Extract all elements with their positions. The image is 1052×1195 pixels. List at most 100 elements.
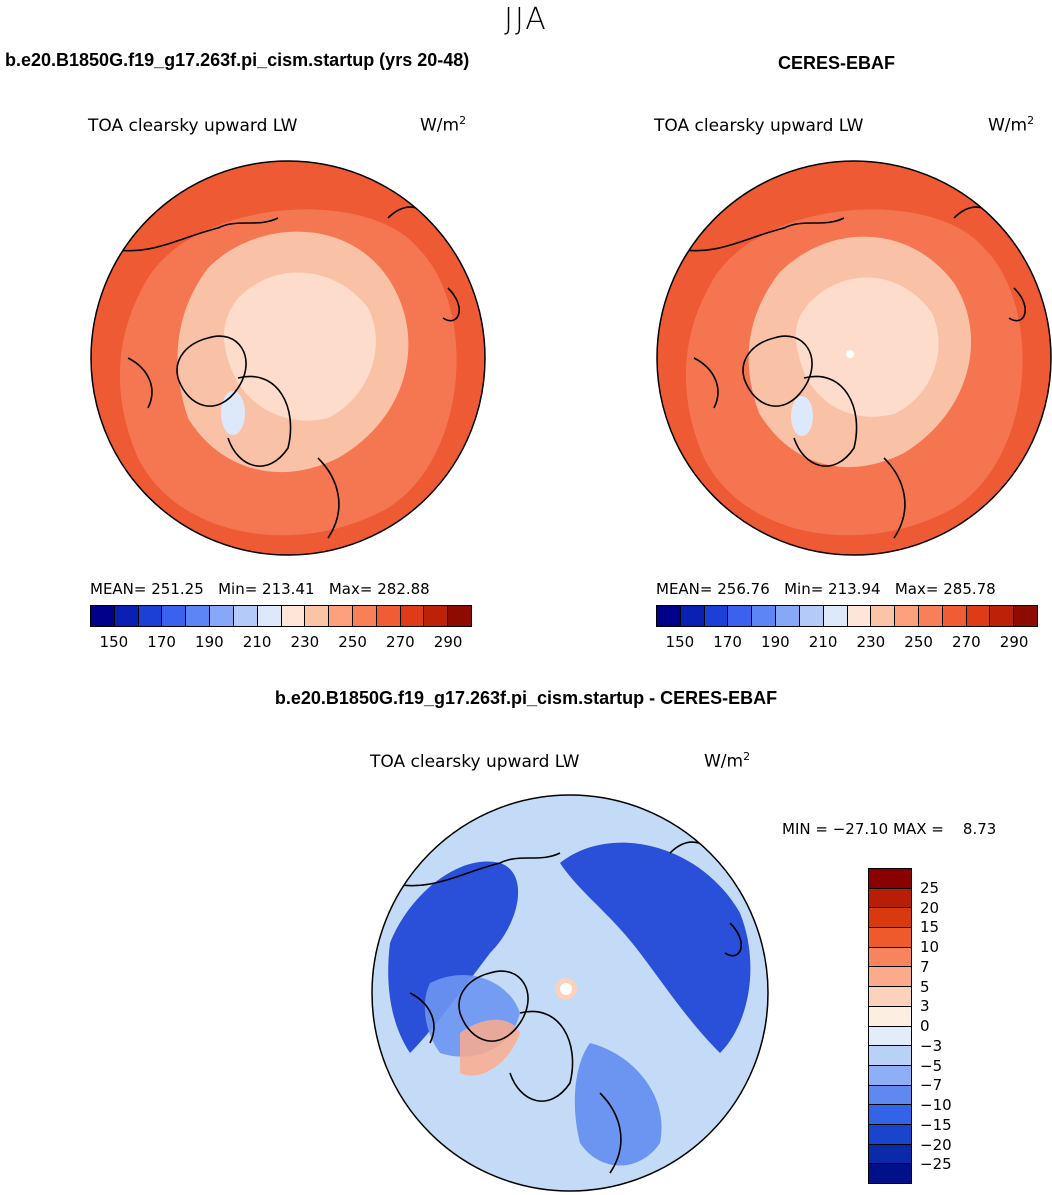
- panel1-polar-map: [90, 160, 486, 556]
- panel1-colorbar-box: [91, 606, 115, 626]
- panel2-colorbar-box: [1014, 606, 1037, 626]
- panel3-colorbar-tick-label: −15: [920, 1115, 952, 1134]
- panel3-pole-gap: [560, 983, 572, 995]
- panel3-max-label: MAX =: [893, 820, 944, 838]
- panel3-colorbar-box: [869, 1164, 911, 1183]
- panel2-colorbar-box: [728, 606, 753, 626]
- panel1-colorbar-box: [210, 606, 234, 626]
- panel3-colorbar: [868, 868, 912, 1184]
- panel2-units-exp: 2: [1027, 114, 1035, 127]
- panel2-colorbar-box: [918, 606, 943, 626]
- panel3-colorbar-box: [869, 947, 911, 968]
- panel3-colorbar-tick-label: 20: [920, 898, 940, 917]
- panel2-colorbar-box: [966, 606, 991, 626]
- panel2-colorbar-tick-label: 290: [999, 633, 1029, 651]
- panel3-colorbar-tick-label: −25: [920, 1155, 952, 1174]
- panel1-units: W/m2: [420, 114, 466, 136]
- panel2-min: 213.94: [828, 580, 881, 598]
- panel2-colorbar: [656, 605, 1038, 627]
- panel1-colorbar-tick-label: 250: [338, 633, 367, 651]
- panel2-map-border: [656, 160, 1052, 556]
- panel1-colorbar-box: [329, 606, 353, 626]
- panel1-variable: TOA clearsky upward LW: [88, 116, 298, 136]
- panel3-colorbar-box: [869, 1046, 911, 1066]
- panel1-colorbar: [90, 605, 472, 627]
- panel2-colorbar-box: [752, 606, 777, 626]
- panel1-colorbar-box: [400, 606, 425, 626]
- panel3-colorbar-box: [869, 987, 911, 1007]
- panel1-colorbar-box: [352, 606, 377, 626]
- panel3-map-border: [371, 794, 769, 1192]
- panel2-colorbar-box: [942, 606, 967, 626]
- panel2-colorbar-tick-label: 170: [713, 633, 742, 651]
- panel3-field-warm-greenland: [460, 1019, 520, 1076]
- panel1-stats: MEAN= 251.25 Min= 213.41 Max= 282.88: [90, 580, 430, 598]
- panel3-units-base: W/m: [704, 751, 744, 772]
- panel1-mean-label: MEAN=: [90, 580, 147, 598]
- panel2-field-core: [795, 277, 939, 417]
- panel1-colorbar-box: [257, 606, 282, 626]
- panel3-colorbar-box: [869, 1026, 911, 1047]
- panel2-units: W/m2: [988, 114, 1034, 136]
- panel3-colorbar-box: [869, 908, 911, 929]
- panel2-colorbar-tick-label: 150: [665, 633, 695, 651]
- panel3-colorbar-tick-label: 25: [920, 878, 940, 897]
- panel2-stats: MEAN= 256.76 Min= 213.94 Max= 285.78: [656, 580, 996, 598]
- panel3-colorbar-box: [869, 1144, 911, 1165]
- panel2-colorbar-tick-label: 230: [856, 633, 886, 651]
- panel2-variable: TOA clearsky upward LW: [654, 116, 864, 136]
- panel3-colorbar-tick-label: −20: [920, 1135, 952, 1154]
- panel1-colorbar-box: [305, 606, 330, 626]
- panel1-colorbar-tick-label: 150: [99, 633, 129, 651]
- panel2-colorbar-ticks: 150 170 190 210 230 250 270 290: [656, 633, 1038, 653]
- panel2-colorbar-tick-label: 190: [761, 633, 790, 651]
- panel1-field-core: [223, 272, 376, 421]
- panel2-max: 285.78: [943, 580, 996, 598]
- panel2-colorbar-box: [704, 606, 729, 626]
- panel1-colorbar-tick-label: 230: [290, 633, 320, 651]
- panel2-colorbar-box: [990, 606, 1015, 626]
- panel3-colorbar-tick-label: −3: [920, 1036, 943, 1055]
- panel2-pole-gap: [846, 350, 854, 358]
- panel1-colorbar-tick-label: 170: [147, 633, 176, 651]
- panel1-map-border: [90, 160, 486, 556]
- panel2-mean-label: MEAN=: [656, 580, 713, 598]
- panel1-max: 282.88: [377, 580, 430, 598]
- panel3-colorbar-box: [869, 888, 911, 909]
- panel1-colorbar-box: [424, 606, 449, 626]
- panel1-mean: 251.25: [151, 580, 204, 598]
- panel2-colorbar-box: [847, 606, 872, 626]
- panel3-min: −27.10: [832, 820, 889, 838]
- panel3-units-exp: 2: [743, 750, 751, 763]
- panel3-colorbar-tick-label: 7: [920, 957, 930, 976]
- panel3-title: b.e20.B1850G.f19_g17.263f.pi_cism.startu…: [274, 688, 778, 708]
- panel3-colorbar-box: [869, 1085, 911, 1106]
- panel3-colorbar-tick-label: −7: [920, 1076, 943, 1095]
- panel1-max-label: Max=: [328, 580, 373, 598]
- panel1-colorbar-box: [114, 606, 139, 626]
- panel3-colorbar-tick-label: 5: [920, 977, 930, 996]
- panel3-colorbar-box: [869, 1105, 911, 1125]
- panel1-min: 213.41: [262, 580, 315, 598]
- panel1-greenland-low: [221, 391, 245, 435]
- panel1-colorbar-box: [281, 606, 306, 626]
- panel3-colorbar-box: [869, 1124, 911, 1145]
- panel3-colorbar-tick-label: 0: [920, 1017, 930, 1035]
- panel1-colorbar-tick-label: 290: [433, 633, 463, 651]
- panel1-title: b.e20.B1850G.f19_g17.263f.pi_cism.startu…: [5, 50, 470, 70]
- panel1-colorbar-box: [138, 606, 163, 626]
- panel3-colorbar-ticks: 25 20 15 10 7 5 3 0 −3 −5 −7 −10 −15 −20 −25: [920, 868, 980, 1184]
- panel2-polar-map: [656, 160, 1052, 556]
- panel2-units-base: W/m: [988, 115, 1028, 136]
- season-title: JJA: [504, 2, 548, 37]
- panel1-units-exp: 2: [459, 114, 467, 127]
- panel3-minmax: MIN = −27.10 MAX = 8.73: [782, 820, 996, 838]
- panel1-colorbar-box: [162, 606, 187, 626]
- panel2-colorbar-tick-label: 250: [904, 633, 933, 651]
- panel3-colorbar-tick-label: 10: [920, 938, 940, 956]
- panel2-colorbar-box: [776, 606, 800, 626]
- panel2-colorbar-box: [871, 606, 896, 626]
- panel3-colorbar-tick-label: −10: [920, 1096, 952, 1114]
- panel2-max-label: Max=: [894, 580, 939, 598]
- panel3-colorbar-box: [869, 1006, 911, 1027]
